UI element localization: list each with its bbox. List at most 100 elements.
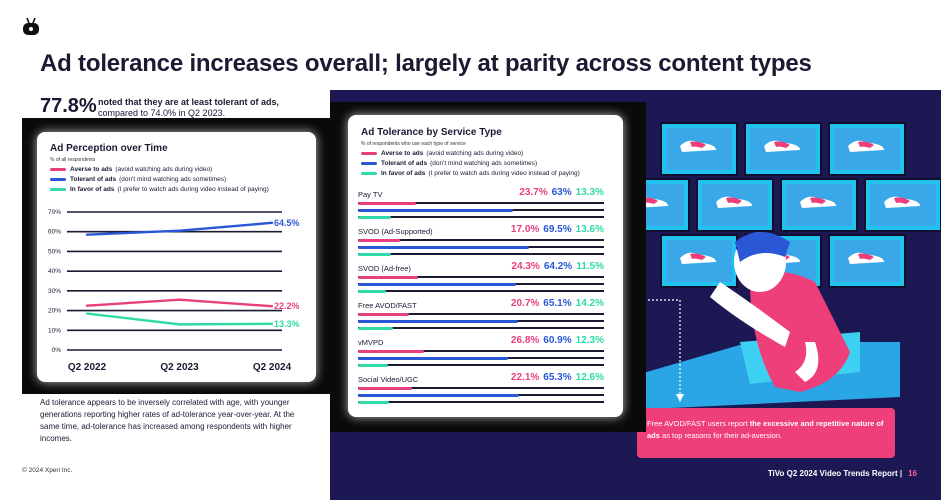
service-values: 22.1% 65.3% 12.6% [507, 372, 604, 383]
legend-favor-text: (I prefer to watch ads during video inst… [117, 186, 269, 193]
y-tick-label: 70% [48, 209, 61, 216]
service-label: vMVPD [358, 338, 384, 347]
tivo-logo-icon [23, 17, 39, 35]
data-label: 17.0% [510, 224, 540, 235]
bar [358, 319, 519, 323]
sneaker-icon [800, 196, 836, 208]
bar [358, 245, 529, 249]
legend-swatch-tolerant [50, 178, 66, 181]
data-label: 22.1% [510, 372, 540, 383]
bar [358, 326, 393, 330]
service-row: Pay TV 23.7% 63% 13.3% [358, 187, 604, 224]
x-tick-label: Q2 2023 [160, 362, 199, 373]
series-line [86, 221, 273, 236]
chart2-title: Ad Tolerance by Service Type [361, 127, 502, 138]
tv-screen [828, 234, 906, 288]
legend-swatch-averse [50, 168, 66, 171]
legend2-tolerant: Tolerant of ads (don't mind watching ads … [361, 160, 537, 167]
data-label: 64.5% [274, 218, 300, 228]
legend-favor-bold: In favor of ads [70, 186, 115, 193]
data-label: 13.3% [575, 187, 604, 198]
data-label: 64.2% [543, 261, 573, 272]
callout-pre: Free AVOD/FAST users report [647, 419, 750, 428]
sneaker-icon [848, 140, 884, 152]
bar [358, 386, 413, 390]
bar [358, 208, 513, 212]
bar-track [358, 253, 604, 255]
tv-screen [780, 178, 858, 232]
data-label: 23.7% [519, 187, 548, 198]
bar-track [358, 202, 604, 204]
service-row: SVOD (Ad-free) 24.3% 64.2% 11.5% [358, 261, 604, 298]
ad-perception-line-chart: 0% 10% 20% 30% 40% 50% 60% 70% Q2 2022 Q2 2023 Q2 … [48, 209, 300, 373]
legend-tolerant-text: (don't mind watching ads sometimes) [119, 176, 227, 183]
service-row: SVOD (Ad-Supported) 17.0% 69.5% 13.6% [358, 224, 604, 261]
chart2-subtitle: % of respondents who use each type of se… [361, 141, 466, 147]
service-row: Free AVOD/FAST 20.7% 65.1% 14.2% [358, 298, 604, 335]
data-label: 22.2% [274, 301, 300, 311]
stat-text-bold: noted that they are at least tolerant of… [98, 97, 280, 107]
data-point [178, 323, 181, 326]
page-number: 16 [908, 469, 917, 478]
footer: TiVo Q2 2024 Video Trends Report | 16 [768, 469, 917, 478]
legend2-averse-text: (avoid watching ads during video) [426, 150, 524, 157]
frustrated-person-illustration [612, 232, 900, 410]
y-tick-label: 40% [48, 268, 61, 275]
bar [358, 215, 391, 219]
data-label: 65.1% [543, 298, 572, 309]
tv-screen [828, 122, 906, 176]
service-row: vMVPD 26.8% 60.9% 12.3% [358, 335, 604, 372]
chart1-title: Ad Perception over Time [50, 143, 168, 154]
x-tick-label: Q2 2024 [253, 362, 292, 373]
bar-track [358, 364, 604, 366]
data-point [178, 298, 181, 301]
sneaker-icon [680, 252, 716, 264]
y-tick-label: 10% [48, 327, 61, 334]
legend2-favor: In favor of ads (I prefer to watch ads du… [361, 170, 580, 177]
legend-tolerant: Tolerant of ads (don't mind watching ads … [50, 176, 226, 183]
copyright: © 2024 Xperi Inc. [22, 467, 73, 474]
bar-track [358, 313, 604, 315]
callout-box: Free AVOD/FAST users report the excessiv… [637, 408, 895, 458]
bar [358, 275, 418, 279]
service-label: SVOD (Ad-Supported) [358, 227, 433, 236]
data-label: 60.9% [543, 335, 572, 346]
legend-averse-bold: Averse to ads [70, 166, 113, 173]
service-values: 17.0% 69.5% 13.6% [507, 224, 604, 235]
stat-description: noted that they are at least tolerant of… [98, 97, 328, 119]
bar [358, 349, 424, 353]
data-label: 13.6% [575, 224, 604, 235]
legend2-favor-text: (I prefer to watch ads during video inst… [428, 170, 580, 177]
service-values: 23.7% 63% 13.3% [515, 187, 604, 198]
y-tick-label: 0% [52, 347, 62, 354]
y-tick-label: 60% [48, 229, 61, 236]
data-label: 13.3% [274, 319, 300, 329]
legend2-favor-bold: In favor of ads [381, 170, 426, 177]
body-text: Ad tolerance appears to be inversely cor… [40, 398, 295, 443]
data-label: 24.3% [511, 261, 540, 272]
bar [358, 252, 392, 256]
legend2-tolerant-bold: Tolerant of ads [381, 160, 428, 167]
data-label: 63% [551, 187, 572, 198]
sneaker-icon [680, 140, 716, 152]
data-label: 69.5% [543, 224, 572, 235]
data-point [270, 221, 274, 225]
bar-track [358, 276, 604, 278]
bar [358, 393, 519, 397]
service-values: 20.7% 65.1% 14.2% [507, 298, 604, 309]
service-label: Social Video/UGC [358, 375, 419, 384]
y-tick-label: 50% [48, 248, 61, 255]
sneaker-icon [884, 196, 920, 208]
chart1-subtitle: % of all respondents [50, 157, 96, 163]
data-point [85, 312, 89, 315]
legend-favor: In favor of ads (I prefer to watch ads du… [50, 186, 269, 193]
bar-track [358, 350, 604, 352]
legend2-swatch-favor [361, 172, 377, 175]
callout-bold: the excessive and repetitive nature of a… [647, 419, 884, 440]
service-row: Social Video/UGC 22.1% 65.3% 12.6% [358, 372, 604, 409]
data-label: 65.3% [543, 372, 572, 383]
y-tick-label: 20% [48, 308, 61, 315]
footer-report: TiVo Q2 2024 Video Trends Report | [767, 469, 903, 478]
legend2-averse-bold: Averse to ads [381, 150, 424, 157]
legend-tolerant-bold: Tolerant of ads [70, 176, 117, 183]
